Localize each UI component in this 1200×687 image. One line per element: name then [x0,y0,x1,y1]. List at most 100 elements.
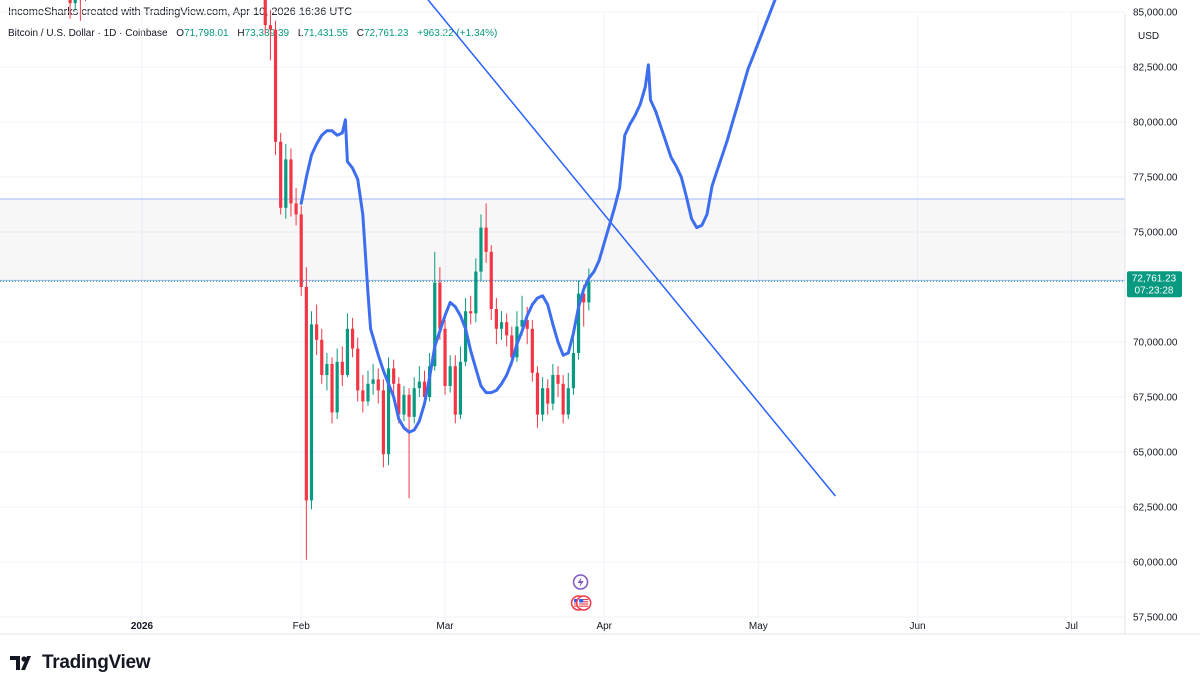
price-tick-label: 57,500.00 [1133,613,1178,624]
candle-body [556,375,560,384]
candle [499,311,504,340]
candle-body [535,372,540,415]
price-tick-label: 65,000.00 [1133,448,1178,459]
trendline[interactable] [14,0,836,497]
candle-body [402,394,406,415]
candle-body [438,282,442,329]
flag-canton [574,599,579,603]
candle-body [412,388,416,417]
candle-body [304,287,308,501]
candle [571,335,576,395]
bar-countdown: 07:23:28 [1135,285,1174,296]
price-tick-label: 70,000.00 [1133,338,1178,349]
currency-label: USD [1138,31,1159,42]
candle-body [453,366,457,415]
event-markers[interactable] [570,574,592,611]
candle [417,366,421,397]
candle-body [350,328,355,349]
candle [458,346,463,419]
candle-body [479,227,483,272]
candle [576,280,581,360]
time-axis[interactable]: 2026 Feb Mar Apr May Jun Jul [131,621,1078,632]
candle [85,0,87,1]
candle-body [407,394,411,417]
candle-body [448,366,452,386]
candle-body [340,361,344,375]
candle [484,203,488,263]
brand-name: TradingView [42,652,151,673]
candle [299,205,303,296]
candle [453,355,457,424]
us-flag-event-icon[interactable] [575,595,592,611]
high-value: 73,339.39 [244,28,290,39]
candle-body [499,322,504,329]
price-tick-label: 60,000.00 [1133,558,1178,569]
time-tick-label: Apr [596,621,612,632]
candle [494,298,498,345]
candle [551,364,555,411]
candle [366,370,370,406]
candle [535,366,540,428]
open-label: O [176,28,185,39]
tradingview-brand[interactable]: TradingView [10,652,151,674]
candle-body [474,271,478,314]
candle-body [315,324,319,340]
candle-body [325,364,329,375]
candle-body [361,390,365,402]
candle-body [576,293,581,353]
support-zone [0,199,1125,281]
candle [515,311,519,362]
candle-body [422,381,427,397]
candle [79,0,81,21]
price-tick-label: 62,500.00 [1133,503,1178,514]
candle [263,0,267,34]
candle-body [294,203,298,215]
candle-body [376,379,380,391]
candle [284,144,288,219]
candle [325,353,329,391]
lightning-glyph [577,577,584,587]
candle-body [458,361,463,415]
candle-body [68,0,72,4]
candle-body [546,388,550,404]
time-tick-label: 2026 [131,621,154,632]
candle-body [582,293,586,303]
candle-body [273,29,278,142]
last-price-badge: 72,761.23 07:23:28 [1127,271,1182,298]
candle-body [463,311,468,362]
symbol-name[interactable]: Bitcoin / U.S. Dollar · 1D · Coinbase [8,28,168,39]
candle-body [541,388,545,415]
candle [381,379,385,468]
time-tick-label: May [749,621,768,632]
candle-body [484,227,488,252]
symbol-legend: Bitcoin / U.S. Dollar · 1D · Coinbase O 7… [8,28,497,39]
candle [587,268,591,311]
candle [392,359,396,395]
lightning-event-icon[interactable] [572,574,589,590]
candle [345,313,350,378]
candle-body [587,281,591,303]
price-axis[interactable]: 57,500.00 60,000.00 62,500.00 65,000.00 67,5… [1133,0,1183,624]
last-price-value: 72,761.23 [1132,273,1177,284]
projection-path[interactable] [299,0,839,434]
time-tick-label: Mar [436,621,454,632]
candle [474,258,478,323]
time-tick-label: Feb [293,621,311,632]
price-tick-label: 75,000.00 [1133,228,1178,239]
high-label: H [237,28,245,39]
candle-body [356,348,360,391]
candle-body [525,320,529,329]
chart-grid [0,11,1125,634]
candle-body [386,368,391,455]
candle [304,267,308,560]
last-price-badge-bg [1127,271,1182,298]
candle-body [489,251,493,309]
candle [386,357,391,466]
candle [273,20,278,155]
candle [469,295,473,325]
candle [279,133,283,215]
candle [340,346,344,386]
candle-body [433,282,437,367]
candle [402,386,406,422]
